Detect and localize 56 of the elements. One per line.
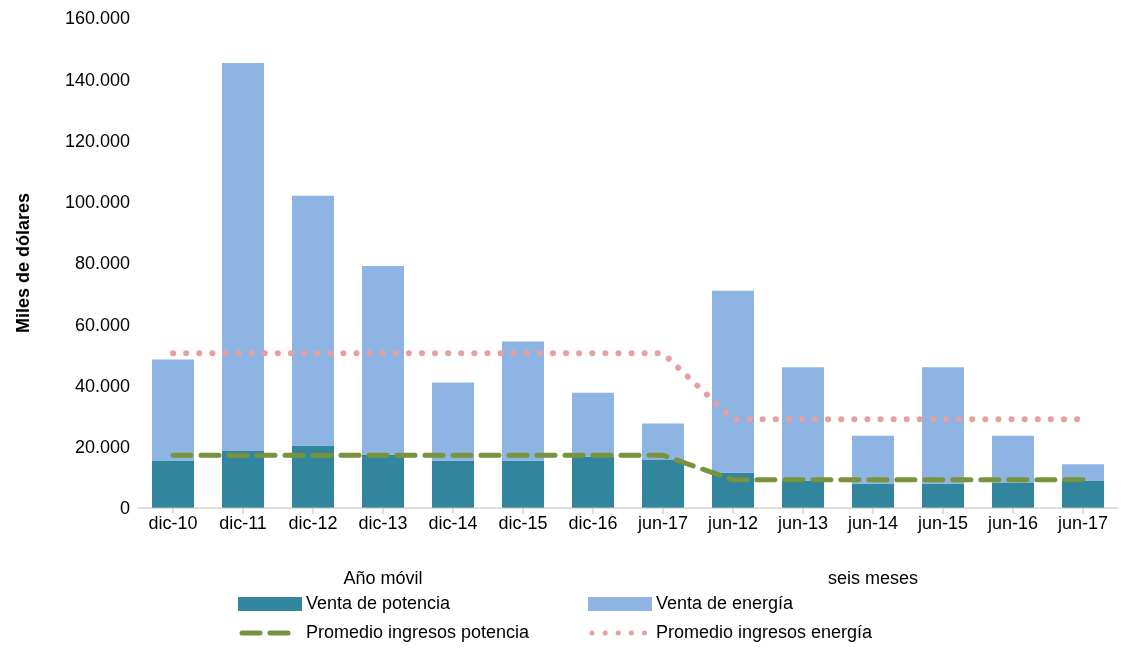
- x-tick-label: dic-11: [219, 512, 267, 533]
- bar: [572, 392, 614, 457]
- bar: [222, 451, 264, 508]
- bar: [572, 456, 614, 508]
- bar: [432, 382, 474, 461]
- bar: [782, 367, 824, 481]
- bar: [712, 290, 754, 473]
- x-tick-label: jun-12: [706, 512, 759, 533]
- x-tick-label: dic-16: [568, 512, 618, 533]
- y-axis-title: Miles de dólares: [13, 192, 34, 334]
- y-tick-label: 20.000: [74, 437, 130, 458]
- bar: [502, 460, 544, 508]
- legend-label: Promedio ingresos energía: [656, 622, 873, 643]
- x-tick-label: jun-16: [986, 512, 1039, 533]
- bar: [992, 482, 1034, 508]
- bar: [152, 359, 194, 461]
- bar: [852, 483, 894, 508]
- x-tick-label: dic-14: [428, 512, 478, 533]
- x-tick-label: jun-17: [636, 512, 689, 533]
- x-tick-label: dic-10: [148, 512, 198, 533]
- text: seis meses: [827, 568, 919, 589]
- x-tick-label: jun-17: [1056, 512, 1109, 533]
- bar: [642, 459, 684, 508]
- bar: [292, 445, 334, 508]
- bar: [1062, 480, 1104, 508]
- bar: [292, 195, 334, 446]
- bar: [362, 454, 404, 508]
- y-tick-label: 140.000: [64, 69, 130, 90]
- x-tick-label: dic-15: [498, 512, 548, 533]
- bar: [852, 435, 894, 484]
- x-tick-label: jun-15: [916, 512, 969, 533]
- bar: [152, 460, 194, 508]
- y-tick-label: 120.000: [64, 130, 130, 151]
- x-tick-label: dic-12: [288, 512, 338, 533]
- y-tick-label: 80.000: [74, 253, 130, 274]
- y-tick-label: 0: [119, 498, 130, 519]
- bar: [992, 435, 1034, 483]
- x-tick-label: jun-14: [846, 512, 899, 533]
- bar: [922, 367, 964, 484]
- bar: [432, 460, 474, 508]
- bar: [922, 483, 964, 508]
- legend-label: Venta de potencia: [306, 593, 451, 614]
- y-tick-label: 160.000: [64, 8, 130, 29]
- y-tick-label: 100.000: [64, 192, 130, 213]
- legend-label: Promedio ingresos potencia: [306, 622, 530, 643]
- bar: [222, 63, 264, 452]
- x-tick-label: dic-13: [358, 512, 408, 533]
- bar: [642, 423, 684, 460]
- legend-label: Venta de energía: [656, 593, 794, 614]
- y-tick-label: 60.000: [74, 314, 130, 335]
- bar: [502, 341, 544, 461]
- bar: [362, 266, 404, 455]
- y-tick-label: 40.000: [74, 375, 130, 396]
- text: Año móvil: [342, 568, 424, 589]
- x-tick-label: jun-13: [776, 512, 829, 533]
- bar: [782, 480, 824, 508]
